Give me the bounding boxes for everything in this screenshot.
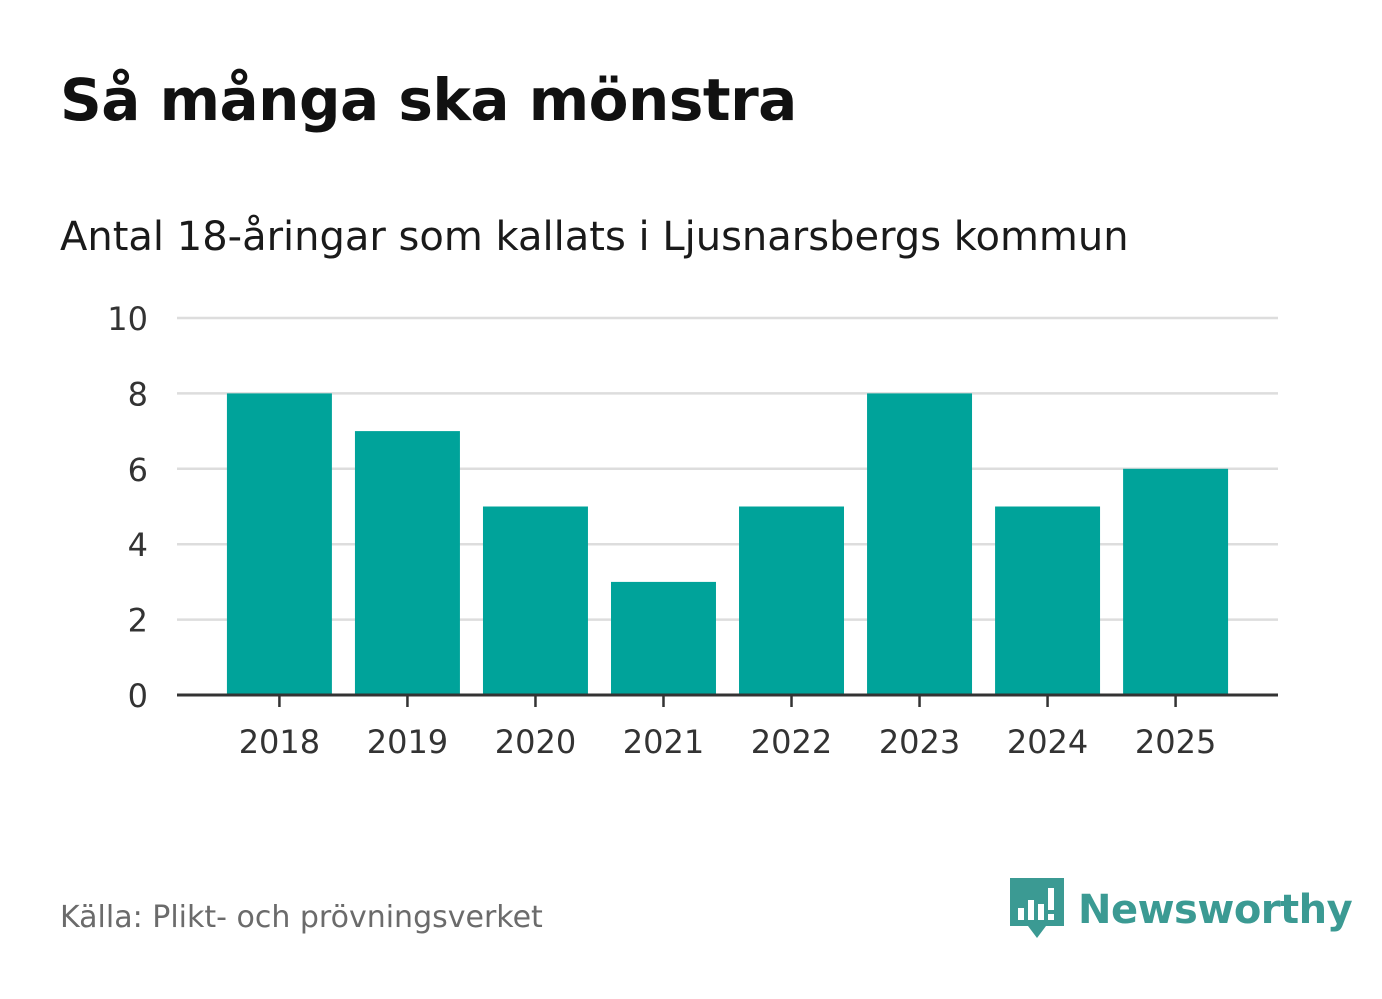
bar-2025 <box>1123 468 1229 695</box>
x-tick-label: 2020 <box>495 723 576 761</box>
grid-lines <box>177 316 1278 621</box>
y-tick-label: 2 <box>128 602 148 640</box>
brand: Newsworthy <box>1010 878 1353 942</box>
bar-2022 <box>739 506 845 695</box>
x-tick-label: 2025 <box>1135 723 1216 761</box>
newsworthy-logo-icon <box>1010 878 1064 938</box>
y-tick-label: 4 <box>128 526 148 564</box>
x-tick-label: 2024 <box>1007 723 1088 761</box>
y-tick-label: 0 <box>128 677 148 715</box>
bar-2018 <box>226 393 332 695</box>
x-tick-label: 2019 <box>367 723 448 761</box>
y-tick-label: 10 <box>107 300 148 338</box>
y-tick-label: 8 <box>128 375 148 413</box>
y-tick-label: 6 <box>128 451 148 489</box>
brand-name: Newsworthy <box>1078 887 1353 933</box>
x-tick-label: 2023 <box>879 723 960 761</box>
x-tick-label: 2018 <box>239 723 320 761</box>
bar-2019 <box>354 431 460 695</box>
bar-2023 <box>867 393 973 695</box>
source-note: Källa: Plikt- och prövningsverket <box>60 900 543 935</box>
x-tick-label: 2021 <box>623 723 704 761</box>
bars <box>226 393 1229 695</box>
axes: 0 2 4 6 8 10 2018 2019 2020 2021 2022 2023 2024 2025 <box>107 300 1278 761</box>
bar-2021 <box>610 581 716 695</box>
chart-subtitle: Antal 18-åringar som kallats i Ljusnarsb… <box>60 214 1129 260</box>
bar-2024 <box>995 506 1101 695</box>
chart-title: Så många ska mönstra <box>60 66 797 134</box>
x-tick-label: 2022 <box>751 723 832 761</box>
bar-2020 <box>482 506 588 695</box>
